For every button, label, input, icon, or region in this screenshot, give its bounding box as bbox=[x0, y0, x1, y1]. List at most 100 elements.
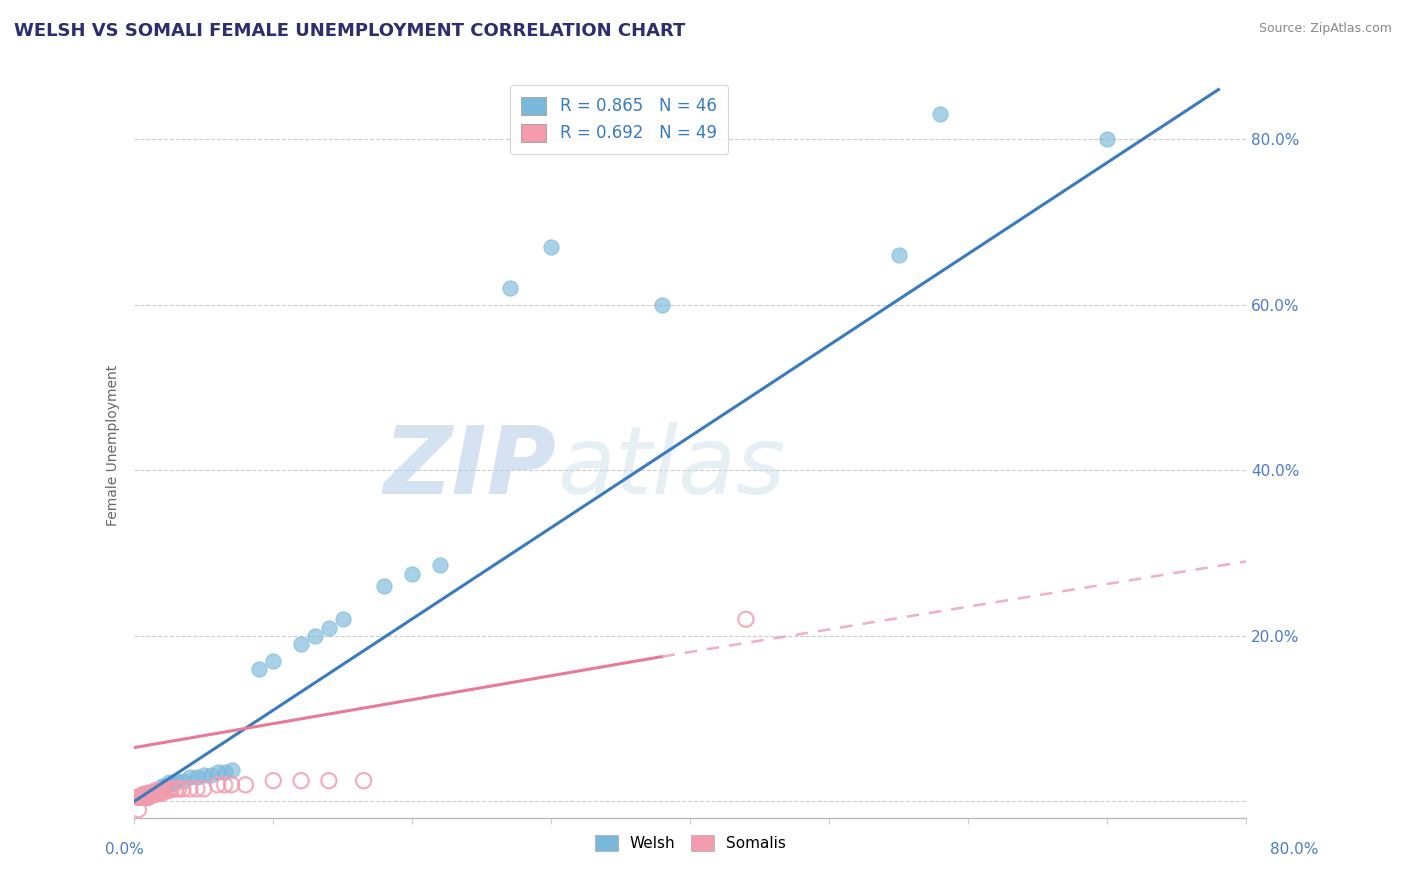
Text: WELSH VS SOMALI FEMALE UNEMPLOYMENT CORRELATION CHART: WELSH VS SOMALI FEMALE UNEMPLOYMENT CORR… bbox=[14, 22, 686, 40]
Point bbox=[136, 790, 159, 805]
Point bbox=[207, 778, 229, 792]
Point bbox=[136, 786, 159, 800]
Point bbox=[150, 786, 173, 800]
Point bbox=[136, 788, 159, 802]
Point bbox=[134, 786, 156, 800]
Point bbox=[498, 281, 520, 295]
Point bbox=[129, 790, 152, 805]
Point bbox=[132, 790, 155, 805]
Point bbox=[135, 788, 157, 802]
Point bbox=[148, 783, 170, 797]
Point bbox=[186, 781, 208, 796]
Point bbox=[179, 781, 201, 796]
Point bbox=[141, 788, 163, 802]
Point bbox=[221, 778, 243, 792]
Point bbox=[290, 773, 312, 788]
Point bbox=[134, 788, 156, 802]
Point bbox=[141, 786, 163, 800]
Point bbox=[247, 662, 270, 676]
Point bbox=[157, 775, 180, 789]
Point bbox=[332, 612, 354, 626]
Point bbox=[373, 579, 395, 593]
Point bbox=[353, 773, 375, 788]
Point bbox=[1097, 132, 1119, 146]
Point bbox=[214, 778, 236, 792]
Point bbox=[179, 770, 201, 784]
Point bbox=[401, 566, 423, 581]
Point bbox=[172, 781, 194, 796]
Point bbox=[145, 786, 167, 800]
Point bbox=[165, 781, 187, 796]
Point bbox=[304, 629, 326, 643]
Point bbox=[143, 783, 166, 797]
Text: 80.0%: 80.0% bbox=[1271, 842, 1319, 856]
Point bbox=[138, 788, 160, 802]
Point bbox=[148, 786, 170, 800]
Point bbox=[235, 778, 257, 792]
Point bbox=[160, 781, 183, 796]
Point bbox=[262, 773, 284, 788]
Point bbox=[318, 621, 340, 635]
Y-axis label: Female Unemployment: Female Unemployment bbox=[107, 365, 121, 526]
Point bbox=[132, 788, 155, 802]
Point bbox=[540, 240, 562, 254]
Point bbox=[143, 788, 166, 802]
Point bbox=[139, 788, 162, 802]
Point bbox=[193, 768, 215, 782]
Point bbox=[125, 790, 148, 805]
Point bbox=[141, 786, 163, 800]
Point bbox=[193, 781, 215, 796]
Point bbox=[136, 790, 159, 805]
Point bbox=[139, 788, 162, 802]
Point bbox=[132, 790, 155, 805]
Point bbox=[157, 783, 180, 797]
Point bbox=[135, 788, 157, 802]
Point bbox=[143, 786, 166, 800]
Legend: R = 0.865   N = 46, R = 0.692   N = 49: R = 0.865 N = 46, R = 0.692 N = 49 bbox=[509, 85, 728, 154]
Point bbox=[139, 786, 162, 800]
Point bbox=[153, 780, 176, 794]
Point bbox=[129, 790, 152, 805]
Point bbox=[214, 765, 236, 780]
Text: 0.0%: 0.0% bbox=[105, 842, 145, 856]
Point bbox=[127, 790, 149, 805]
Point bbox=[150, 781, 173, 796]
Point bbox=[318, 773, 340, 788]
Point bbox=[148, 781, 170, 796]
Point bbox=[131, 790, 153, 805]
Point bbox=[207, 765, 229, 780]
Point bbox=[135, 790, 157, 805]
Point bbox=[136, 786, 159, 800]
Point bbox=[165, 773, 187, 788]
Point bbox=[143, 786, 166, 800]
Text: Source: ZipAtlas.com: Source: ZipAtlas.com bbox=[1258, 22, 1392, 36]
Point bbox=[157, 781, 180, 796]
Point bbox=[153, 783, 176, 797]
Point bbox=[887, 248, 910, 262]
Point bbox=[136, 788, 159, 802]
Point bbox=[134, 788, 156, 802]
Point bbox=[157, 778, 180, 792]
Point bbox=[172, 773, 194, 788]
Point bbox=[262, 654, 284, 668]
Text: ZIP: ZIP bbox=[384, 422, 557, 514]
Point bbox=[221, 763, 243, 777]
Text: atlas: atlas bbox=[557, 422, 785, 513]
Point bbox=[429, 558, 451, 573]
Point bbox=[200, 768, 222, 782]
Point bbox=[131, 788, 153, 802]
Point bbox=[146, 786, 169, 800]
Point bbox=[127, 790, 149, 805]
Point bbox=[734, 612, 756, 626]
Point bbox=[135, 790, 157, 805]
Point bbox=[150, 783, 173, 797]
Point bbox=[651, 298, 673, 312]
Point bbox=[139, 786, 162, 800]
Point bbox=[290, 637, 312, 651]
Point bbox=[127, 803, 149, 817]
Point bbox=[929, 107, 952, 121]
Point bbox=[162, 776, 184, 790]
Point bbox=[134, 790, 156, 805]
Point bbox=[150, 780, 173, 794]
Point bbox=[143, 783, 166, 797]
